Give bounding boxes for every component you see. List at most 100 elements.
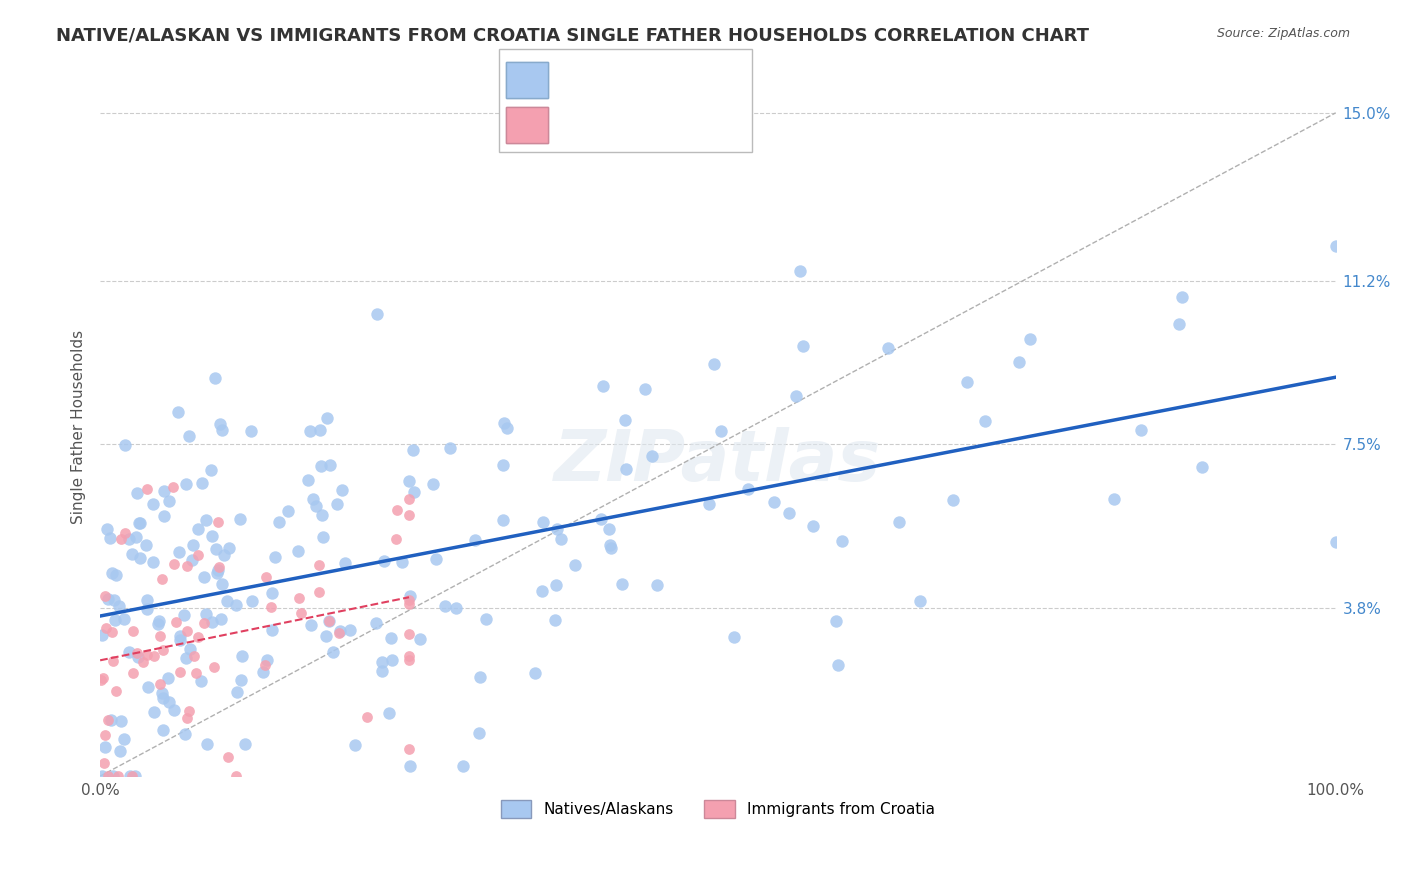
Point xyxy=(308,423,330,437)
Point xyxy=(150,686,173,700)
Point xyxy=(322,645,344,659)
Point xyxy=(256,653,278,667)
Point xyxy=(193,570,215,584)
Point xyxy=(616,462,638,476)
Point xyxy=(778,506,800,520)
Point xyxy=(204,371,226,385)
Point xyxy=(94,621,117,635)
Point xyxy=(176,711,198,725)
Point xyxy=(226,685,249,699)
Point xyxy=(301,491,323,506)
Point xyxy=(564,558,586,572)
Point xyxy=(470,670,492,684)
Point xyxy=(599,541,621,555)
Point xyxy=(135,482,157,496)
Point xyxy=(326,497,349,511)
Point xyxy=(136,593,159,607)
Point xyxy=(194,607,217,621)
Point xyxy=(181,553,204,567)
Point xyxy=(697,497,720,511)
Point xyxy=(464,533,486,548)
Point xyxy=(737,482,759,496)
Point xyxy=(97,713,120,727)
Point xyxy=(114,526,136,541)
Point xyxy=(391,555,413,569)
Point xyxy=(371,655,394,669)
Point xyxy=(260,600,283,615)
Point xyxy=(157,695,180,709)
Point xyxy=(723,631,745,645)
Point xyxy=(153,509,176,524)
Point xyxy=(1168,317,1191,331)
Point xyxy=(94,739,117,754)
Point xyxy=(165,615,187,629)
Point xyxy=(381,653,404,667)
Point xyxy=(233,737,256,751)
Point xyxy=(191,476,214,491)
Point xyxy=(114,438,136,452)
Point xyxy=(107,599,129,614)
Point xyxy=(152,723,174,737)
Point xyxy=(187,548,209,562)
Point xyxy=(121,666,143,681)
Point xyxy=(90,628,112,642)
Point xyxy=(385,532,408,546)
Point xyxy=(101,769,124,783)
Point xyxy=(112,612,135,626)
Point xyxy=(96,522,118,536)
Point xyxy=(187,630,209,644)
Point xyxy=(398,508,420,523)
Point xyxy=(614,413,637,427)
Point xyxy=(494,416,516,430)
Point xyxy=(309,458,332,473)
Point xyxy=(1008,355,1031,369)
Point xyxy=(141,497,163,511)
Point xyxy=(135,602,157,616)
Point xyxy=(254,570,277,584)
Point xyxy=(425,552,447,566)
Point xyxy=(439,442,461,456)
Point xyxy=(225,598,247,612)
Point xyxy=(163,558,186,572)
Point xyxy=(908,594,931,608)
Point xyxy=(127,650,149,665)
Point xyxy=(105,684,128,698)
Point xyxy=(263,550,285,565)
Point xyxy=(169,665,191,679)
Point xyxy=(789,264,811,278)
Point xyxy=(97,769,120,783)
Point xyxy=(157,494,180,508)
Point xyxy=(599,538,621,552)
Point xyxy=(190,674,212,689)
Point xyxy=(433,599,456,613)
Point xyxy=(101,654,124,668)
Point xyxy=(174,476,197,491)
Point xyxy=(127,486,149,500)
Point xyxy=(193,616,215,631)
Point xyxy=(103,592,125,607)
Point xyxy=(1191,460,1213,475)
Point xyxy=(156,671,179,685)
Point xyxy=(973,414,995,428)
Point xyxy=(104,613,127,627)
Point xyxy=(370,665,392,679)
Point xyxy=(299,617,322,632)
Point xyxy=(179,642,201,657)
Point xyxy=(641,449,664,463)
Point xyxy=(495,421,517,435)
Point xyxy=(531,515,554,529)
Point xyxy=(169,632,191,647)
Point xyxy=(176,624,198,639)
Point xyxy=(93,728,115,742)
Point xyxy=(152,642,174,657)
Point xyxy=(90,673,112,687)
Point xyxy=(98,531,121,545)
Point xyxy=(209,612,232,626)
Point xyxy=(398,474,420,488)
Point xyxy=(97,592,120,607)
Point xyxy=(91,671,114,685)
Point xyxy=(401,442,423,457)
Point xyxy=(378,706,401,721)
Point xyxy=(356,710,378,724)
Point xyxy=(218,541,240,555)
